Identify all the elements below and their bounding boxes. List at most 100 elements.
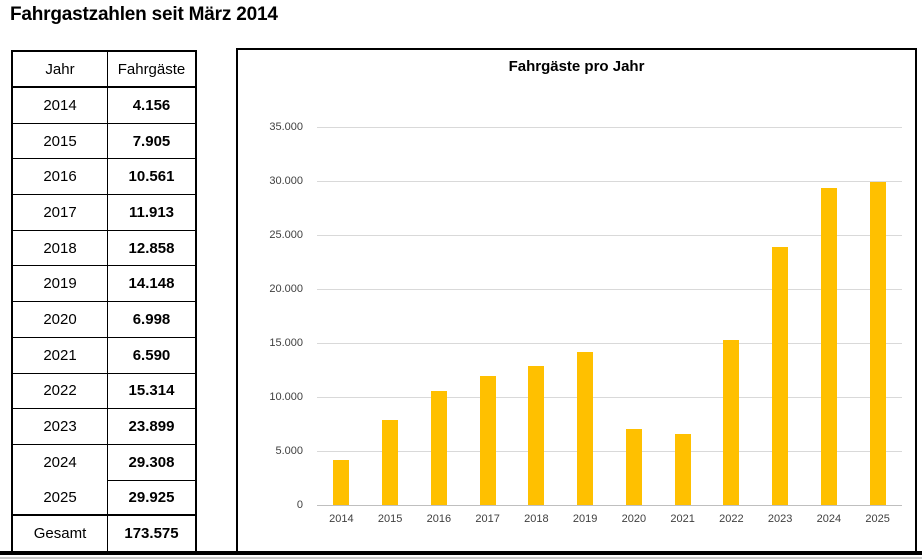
x-axis-label-2022: 2022 xyxy=(719,513,744,525)
gridline-30.000 xyxy=(317,181,902,182)
bar-slot-2015 xyxy=(366,127,415,505)
y-axis-tick-label-15.000: 15.000 xyxy=(269,337,303,349)
table-row-2015: 2015 7.905 xyxy=(13,123,195,160)
bottom-border-line xyxy=(0,551,922,555)
year-cell-2019: 2019 xyxy=(13,266,108,303)
value-cell-2024: 29.308 xyxy=(108,445,195,481)
bar-slot-2018 xyxy=(512,127,561,505)
x-axis-label-2014: 2014 xyxy=(329,513,354,525)
table-row-2017: 2017 11.913 xyxy=(13,195,195,231)
bar-slot-2023 xyxy=(756,127,805,505)
x-axis-label-2015: 2015 xyxy=(377,513,403,525)
bar-2025 xyxy=(869,181,886,505)
bar-2024 xyxy=(820,188,837,505)
bar-slot-2017 xyxy=(463,127,512,505)
table-row-2024: 2024 29.308 xyxy=(13,444,195,481)
bar-slot-2025 xyxy=(853,127,902,505)
table-row-2023: 2023 23.899 xyxy=(13,409,195,445)
bar-slot-2014 xyxy=(317,127,366,505)
gridline-15.000 xyxy=(317,343,902,344)
x-axis-label-2018: 2018 xyxy=(524,513,549,525)
x-axis: 2014 2015 2016 2017 2018 2019 2020 2021 2022 2023… xyxy=(317,513,902,525)
gridline-10.000 xyxy=(317,397,902,398)
bar-2023 xyxy=(772,246,789,505)
x-axis-label-2024: 2024 xyxy=(816,513,842,525)
x-axis-label-2017: 2017 xyxy=(475,513,500,525)
gridline-20.000 xyxy=(317,289,902,290)
table-total-value: 173.575 xyxy=(124,525,179,542)
bars-layer xyxy=(317,127,902,505)
table-total-row: Gesamt 173.575 xyxy=(13,516,195,551)
value-cell-2015: 7.905 xyxy=(108,124,195,160)
y-axis-tick-label-30.000: 30.000 xyxy=(269,175,303,187)
value-cell-2025: 29.925 xyxy=(108,481,195,517)
table-row-2019: 2019 14.148 xyxy=(13,266,195,303)
y-axis-tick-label-10.000: 10.000 xyxy=(269,391,303,403)
table-row-2018: 2018 12.858 xyxy=(13,230,195,267)
gridline-0 xyxy=(317,505,902,506)
value-cell-2018: 12.858 xyxy=(108,231,195,267)
year-cell-2018: 2018 xyxy=(13,230,108,267)
value-cell-2019: 14.148 xyxy=(108,266,195,303)
bar-2014 xyxy=(333,460,350,505)
table-row-2022: 2022 15.314 xyxy=(13,373,195,410)
value-cell-2014: 4.156 xyxy=(108,88,195,124)
value-cell-2016: 10.561 xyxy=(108,159,195,196)
table-row-2025: 2025 29.925 xyxy=(13,480,195,517)
value-cell-2021: 6.590 xyxy=(108,338,195,374)
bar-2017 xyxy=(479,376,496,505)
bar-slot-2021 xyxy=(658,127,707,505)
table-header-row: Jahr Fahrgäste xyxy=(13,52,195,88)
value-cell-2020: 6.998 xyxy=(108,302,195,338)
bar-2016 xyxy=(430,390,447,505)
passenger-table: Jahr Fahrgäste 2014 4.156 2015 7.905 2016 10.… xyxy=(11,50,197,553)
year-cell-2016: 2016 xyxy=(13,159,108,196)
year-cell-2015: 2015 xyxy=(13,123,108,160)
y-axis-tick-label-35.000: 35.000 xyxy=(269,121,303,133)
x-axis-label-2016: 2016 xyxy=(426,513,452,525)
chart-title: Fahrgäste pro Jahr xyxy=(508,58,645,75)
page-title: Fahrgastzahlen seit März 2014 xyxy=(10,4,278,25)
bar-chart: Fahrgäste pro Jahr 0 5.000 10.000 15.000 20.… xyxy=(236,48,917,553)
year-cell-2020: 2020 xyxy=(13,302,108,338)
gridline-35.000 xyxy=(317,127,902,128)
table-header-passengers: Fahrgäste xyxy=(108,52,195,88)
bar-2021 xyxy=(674,433,691,505)
table-body: 2014 4.156 2015 7.905 2016 10.561 2017 11.913 20… xyxy=(13,88,195,517)
table-header-year: Jahr xyxy=(13,52,108,88)
bar-2015 xyxy=(382,419,399,505)
plot-area: 0 5.000 10.000 15.000 20.000 25.000 30.000 35.0… xyxy=(269,121,902,525)
table-row-2020: 2020 6.998 xyxy=(13,302,195,338)
gridline-5.000 xyxy=(317,451,902,452)
bar-2019 xyxy=(577,352,594,505)
table-row-2014: 2014 4.156 xyxy=(13,88,195,124)
bar-slot-2020 xyxy=(610,127,659,505)
year-cell-2024: 2024 xyxy=(13,444,108,481)
value-cell-2023: 23.899 xyxy=(108,409,195,445)
table-row-2016: 2016 10.561 xyxy=(13,159,195,196)
bar-2022 xyxy=(723,339,740,505)
bar-slot-2016 xyxy=(415,127,464,505)
y-axis-tick-label-0: 0 xyxy=(296,499,303,511)
x-axis-label-2020: 2020 xyxy=(621,513,647,525)
x-axis-label-2019: 2019 xyxy=(572,513,598,525)
table-total-label: Gesamt xyxy=(13,516,108,551)
year-cell-2021: 2021 xyxy=(13,337,108,374)
bar-slot-2024 xyxy=(805,127,854,505)
bar-slot-2019 xyxy=(561,127,610,505)
y-axis-tick-label-20.000: 20.000 xyxy=(269,283,303,295)
gridline-25.000 xyxy=(317,235,902,236)
bar-2020 xyxy=(625,429,642,505)
y-axis-tick-label-25.000: 25.000 xyxy=(269,229,303,241)
table-row-2021: 2021 6.590 xyxy=(13,337,195,374)
bar-2018 xyxy=(528,366,545,505)
y-axis-tick-label-5.000: 5.000 xyxy=(275,445,303,457)
value-cell-2022: 15.314 xyxy=(108,374,195,410)
year-cell-2025: 2025 xyxy=(13,480,108,517)
year-cell-2014: 2014 xyxy=(13,88,108,124)
x-axis-label-2025: 2025 xyxy=(865,513,890,525)
bottom-edge-shadow xyxy=(0,557,922,559)
value-cell-2017: 11.913 xyxy=(108,195,195,231)
x-axis-label-2023: 2023 xyxy=(767,513,793,525)
